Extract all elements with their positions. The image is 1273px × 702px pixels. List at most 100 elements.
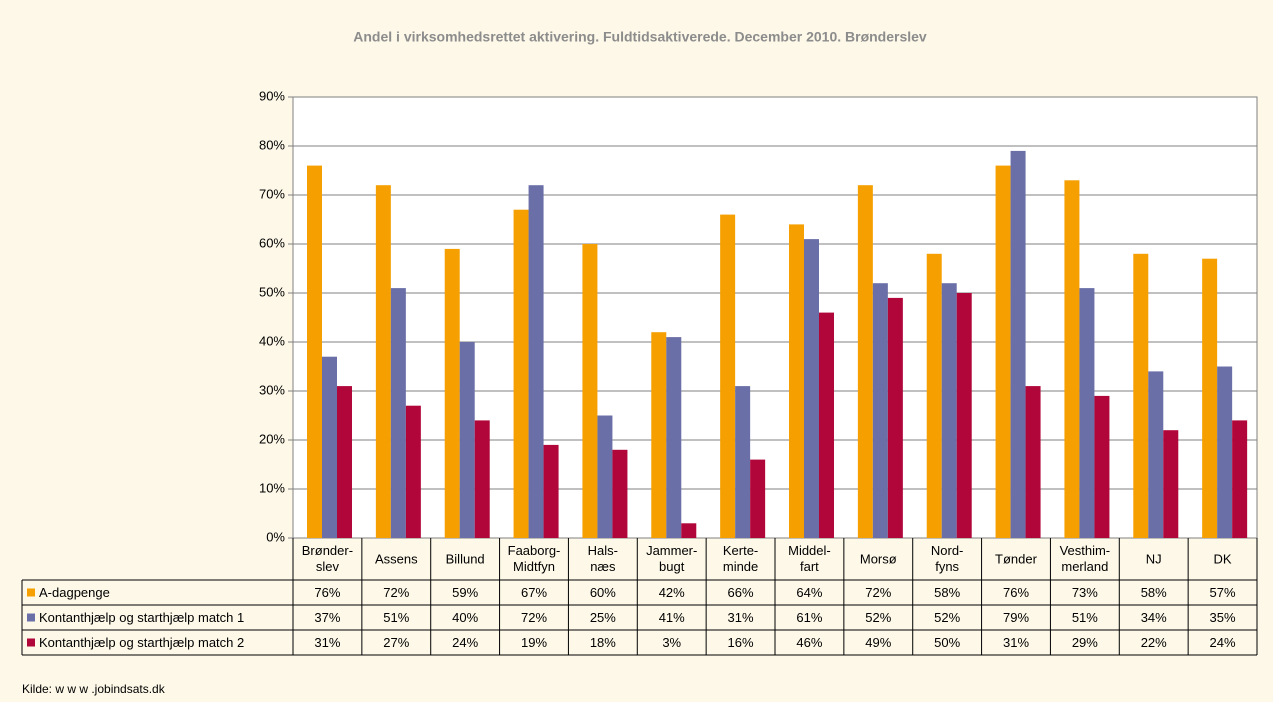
bar <box>337 386 352 538</box>
table-value: 31% <box>314 635 340 650</box>
bar <box>1148 371 1164 538</box>
bar <box>528 185 544 538</box>
bar <box>750 459 766 538</box>
x-tick-label: Hals-næs <box>588 543 618 574</box>
bar <box>375 185 391 538</box>
x-tick-label: Middel-fart <box>788 543 831 574</box>
x-tick-label: NJ <box>1146 551 1162 566</box>
table-value: 18% <box>590 635 616 650</box>
table-value: 35% <box>1210 610 1236 625</box>
table-value: 29% <box>1072 635 1098 650</box>
bar <box>405 405 421 538</box>
table-value: 51% <box>383 610 409 625</box>
legend-swatch <box>27 588 35 597</box>
y-tick-label: 70% <box>259 186 285 201</box>
y-tick-label: 90% <box>259 88 285 103</box>
bar <box>804 239 819 538</box>
bar <box>995 165 1011 538</box>
table-value: 76% <box>1003 585 1029 600</box>
source: Kilde: w w w .jobindsats.dk <box>22 682 166 696</box>
bar <box>789 224 804 538</box>
table-value: 46% <box>796 635 822 650</box>
table-value: 16% <box>728 635 754 650</box>
bar <box>322 356 337 538</box>
table-value: 40% <box>452 610 478 625</box>
x-tick-label: Vesthim-merland <box>1060 543 1111 574</box>
x-tick-label: Tønder <box>995 551 1038 566</box>
table-value: 52% <box>865 610 891 625</box>
bar <box>887 297 903 538</box>
x-tick-label: Billund <box>446 551 485 566</box>
x-tick-label: Jammer-bugt <box>646 543 697 574</box>
bar <box>1202 258 1218 538</box>
bar <box>474 420 490 538</box>
table-value: 72% <box>383 585 409 600</box>
table-value: 50% <box>934 635 960 650</box>
table-value: 25% <box>590 610 616 625</box>
bar <box>390 288 406 538</box>
bar <box>1094 395 1110 538</box>
legend-label: Kontanthjælp og starthjælp match 1 <box>39 610 244 625</box>
bar <box>597 415 613 538</box>
y-tick-label: 30% <box>259 382 285 397</box>
bar <box>1232 420 1248 538</box>
table-value: 41% <box>659 610 685 625</box>
table-value: 22% <box>1141 635 1167 650</box>
table-value: 57% <box>1210 585 1236 600</box>
bar <box>513 209 529 538</box>
y-tick-label: 60% <box>259 235 285 250</box>
bar <box>872 283 888 538</box>
bar <box>819 312 834 538</box>
x-tick-label: DK <box>1214 551 1232 566</box>
x-tick-label: Brønder-slev <box>302 543 353 574</box>
plot-area <box>292 96 1258 539</box>
y-tick-label: 20% <box>259 431 285 446</box>
table-value: 61% <box>796 610 822 625</box>
table-value: 58% <box>934 585 960 600</box>
table-value: 52% <box>934 610 960 625</box>
table-value: 31% <box>728 610 754 625</box>
bar <box>1079 288 1095 538</box>
bar <box>444 248 460 538</box>
x-tick-label: Nord-fyns <box>931 543 964 574</box>
bar <box>1133 253 1149 539</box>
bar <box>1010 150 1026 538</box>
y-tick-label: 50% <box>259 284 285 299</box>
y-tick-label: 80% <box>259 137 285 152</box>
table-value: 72% <box>521 610 547 625</box>
x-tick-label: Morsø <box>860 551 897 566</box>
bar <box>666 337 682 538</box>
bar <box>651 332 667 538</box>
table-value: 19% <box>521 635 547 650</box>
table-value: 42% <box>659 585 685 600</box>
table-value: 3% <box>662 635 681 650</box>
x-tick-label: Faaborg-Midtfyn <box>508 543 561 574</box>
table-value: 76% <box>314 585 340 600</box>
bar <box>307 165 322 538</box>
bar <box>582 244 598 538</box>
bar <box>941 283 957 538</box>
table-value: 49% <box>865 635 891 650</box>
bar <box>956 293 972 538</box>
table-value: 73% <box>1072 585 1098 600</box>
bar <box>720 214 736 538</box>
table-value: 31% <box>1003 635 1029 650</box>
table-value: 51% <box>1072 610 1098 625</box>
bar <box>681 523 697 538</box>
y-tick-label: 0% <box>266 529 285 544</box>
legend-swatch <box>27 638 35 647</box>
table-value: 66% <box>728 585 754 600</box>
table-value: 72% <box>865 585 891 600</box>
bar <box>1025 386 1041 538</box>
chart-title: Andel i virksomhedsrettet aktivering. Fu… <box>353 29 927 45</box>
table-value: 24% <box>452 635 478 650</box>
table-value: 58% <box>1141 585 1167 600</box>
bar <box>926 253 942 539</box>
legend-label: A-dagpenge <box>39 585 110 600</box>
bar <box>459 342 475 538</box>
table-value: 64% <box>796 585 822 600</box>
table-value: 27% <box>383 635 409 650</box>
bar <box>543 444 559 538</box>
bar <box>1163 430 1179 538</box>
